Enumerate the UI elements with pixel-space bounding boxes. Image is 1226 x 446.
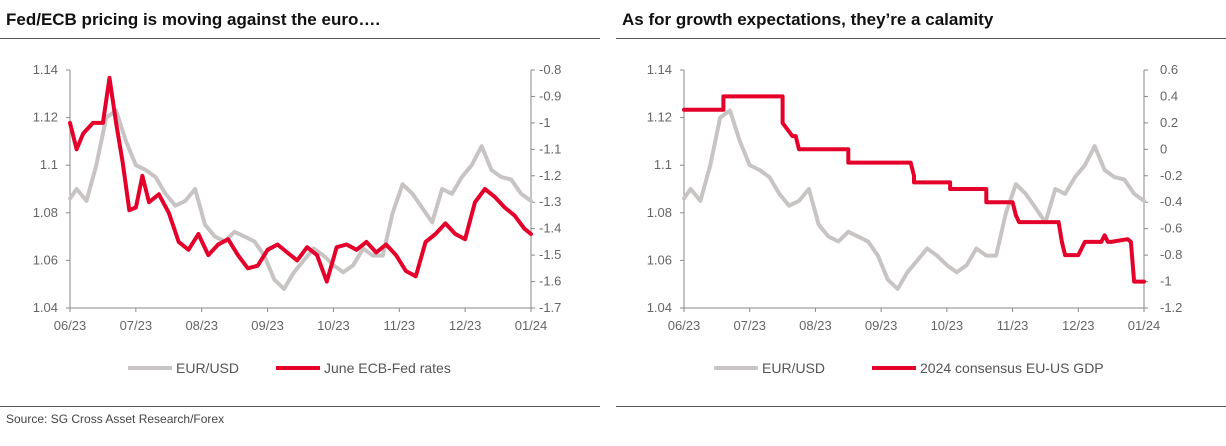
- chart-right: 1.04 1.06 1.08 1.1 1.12 1.14 -1.2 -1 -0.8 -0.6 -0.…: [647, 62, 1183, 376]
- right-tick-label: -0.4: [1160, 194, 1182, 209]
- right-tick-label: -1.3: [539, 194, 561, 209]
- legend-label: June ECB-Fed rates: [324, 360, 451, 376]
- right-tick-label: 0.4: [1160, 88, 1178, 103]
- x-tick-label: 06/23: [54, 318, 87, 333]
- series-line-red: [68, 75, 533, 284]
- x-tick-label: 09/23: [251, 318, 284, 333]
- right-tick-label: -1: [1160, 274, 1172, 289]
- x-tick-label: 12/23: [1062, 318, 1095, 333]
- left-tick-label: 1.08: [33, 205, 58, 220]
- right-tick-label: -1.5: [539, 247, 561, 262]
- x-tick-label: 12/23: [449, 318, 482, 333]
- left-tick-label: 1.1: [654, 157, 672, 172]
- chart-panel-right: As for growth expectations, they’re a ca…: [616, 0, 1226, 408]
- left-tick-label: 1.14: [647, 62, 672, 77]
- right-tick-label: -1.1: [539, 141, 561, 156]
- chart-title: As for growth expectations, they’re a ca…: [622, 10, 994, 29]
- x-tick-label: 07/23: [733, 318, 766, 333]
- right-tick-label: -1.2: [539, 168, 561, 183]
- source-note: Source: SG Cross Asset Research/Forex: [6, 412, 225, 426]
- left-tick-label: 1.12: [647, 110, 672, 125]
- bottom-rule: [0, 406, 600, 407]
- left-tick-label: 1.14: [33, 62, 58, 77]
- x-tick-label: 07/23: [120, 318, 153, 333]
- x-tick-label: 08/23: [185, 318, 218, 333]
- x-tick-label: 11/23: [997, 318, 1029, 333]
- chart-left: 1.04 1.06 1.08 1.1 1.12 1.14 -1.7 -1.6 -1.5 -1.4 -…: [33, 62, 562, 376]
- x-tick-label: 11/23: [383, 318, 415, 333]
- legend-label: EUR/USD: [176, 360, 239, 376]
- series-line-red: [682, 94, 1146, 284]
- right-tick-label: -1.2: [1160, 300, 1182, 315]
- right-tick-label: 0.2: [1160, 115, 1178, 130]
- series-line-eurusd: [682, 108, 1146, 291]
- right-tick-label: -1.6: [539, 274, 561, 289]
- right-tick-label: -0.9: [539, 88, 561, 103]
- x-tick-label: 10/23: [317, 318, 350, 333]
- legend-label: 2024 consensus EU-US GDP: [920, 360, 1104, 376]
- x-tick-label: 08/23: [799, 318, 832, 333]
- x-tick-label: 09/23: [865, 318, 898, 333]
- right-tick-label: -1: [539, 115, 551, 130]
- title-rule: [0, 38, 600, 39]
- left-tick-label: 1.06: [33, 252, 58, 267]
- x-tick-label: 10/23: [931, 318, 964, 333]
- right-tick-label: 0: [1160, 141, 1167, 156]
- right-tick-label: -1.7: [539, 300, 561, 315]
- left-tick-label: 1.04: [647, 300, 672, 315]
- legend-label: EUR/USD: [762, 360, 825, 376]
- title-rule: [616, 38, 1226, 39]
- right-tick-label: -0.8: [1160, 247, 1182, 262]
- chart-panel-left: Fed/ECB pricing is moving against the eu…: [0, 0, 600, 408]
- x-tick-label: 01/24: [515, 318, 548, 333]
- chart-title: Fed/ECB pricing is moving against the eu…: [6, 10, 381, 29]
- series-line-eurusd: [68, 108, 533, 291]
- left-tick-label: 1.12: [33, 110, 58, 125]
- left-tick-label: 1.08: [647, 205, 672, 220]
- right-tick-label: -0.2: [1160, 168, 1182, 183]
- left-tick-label: 1.04: [33, 300, 58, 315]
- right-tick-label: -0.8: [539, 62, 561, 77]
- right-tick-label: 0.6: [1160, 62, 1178, 77]
- right-tick-label: -0.6: [1160, 221, 1182, 236]
- left-tick-label: 1.06: [647, 252, 672, 267]
- x-tick-label: 01/24: [1128, 318, 1161, 333]
- x-tick-label: 06/23: [668, 318, 701, 333]
- bottom-rule: [616, 406, 1226, 407]
- right-tick-label: -1.4: [539, 221, 561, 236]
- left-tick-label: 1.1: [40, 157, 58, 172]
